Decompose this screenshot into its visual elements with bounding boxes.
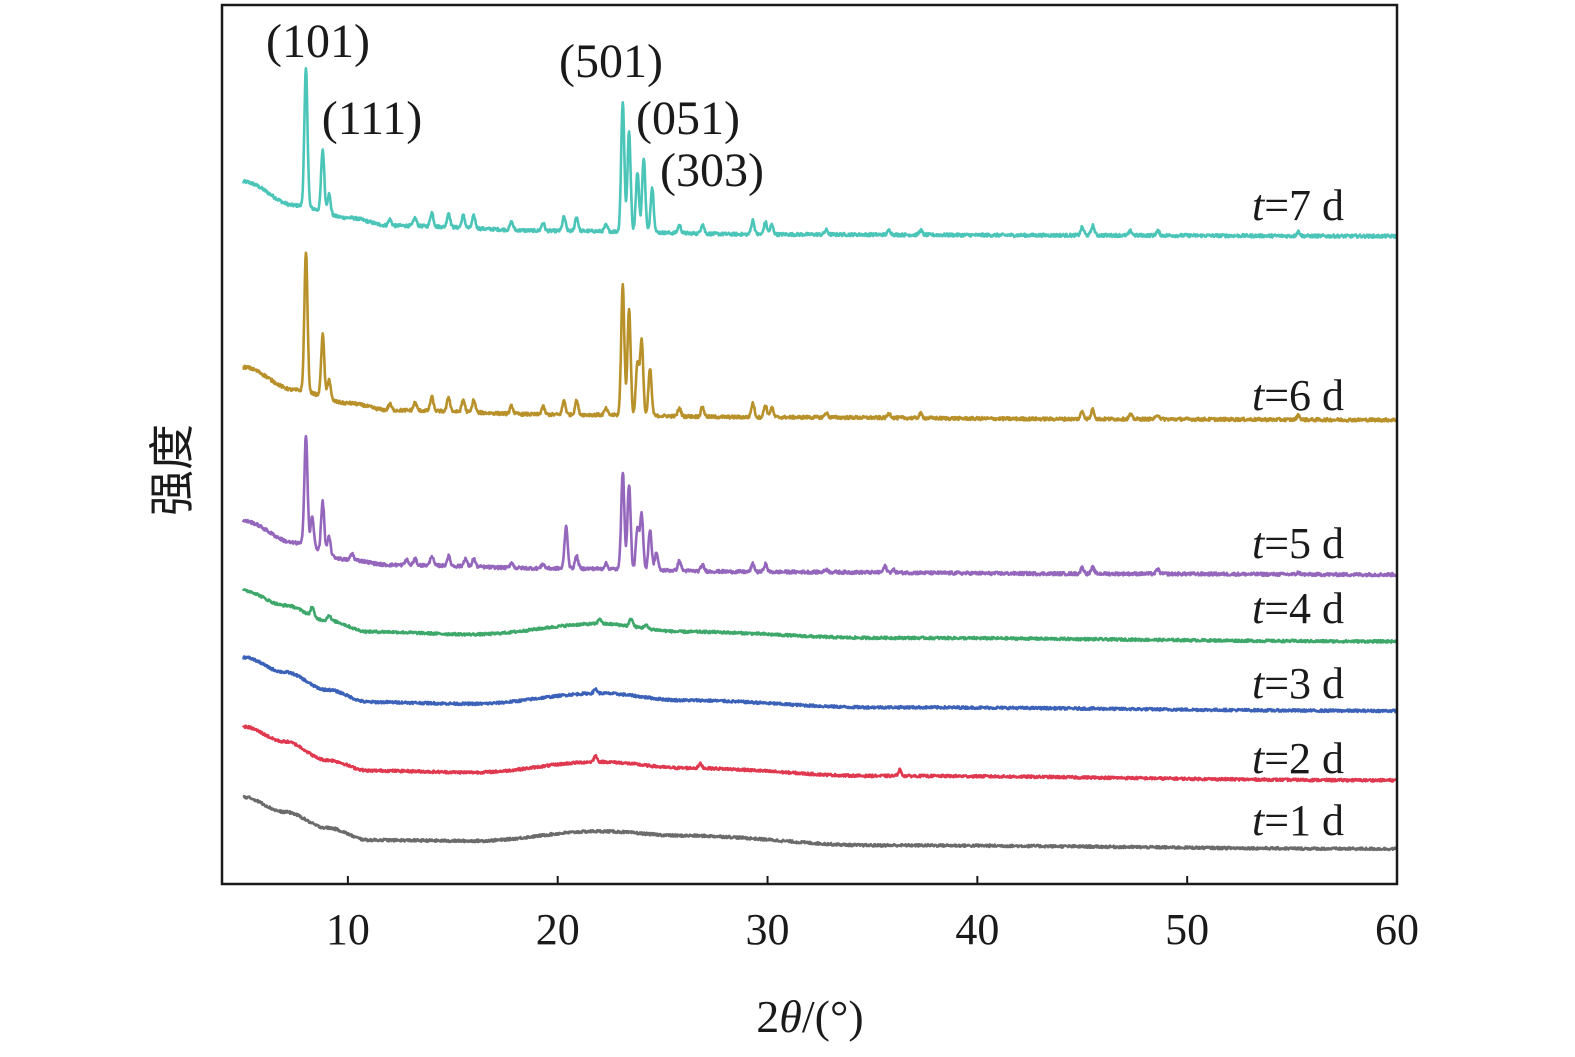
- y-axis-label: 强度: [147, 424, 198, 516]
- series-label: t=1 d: [1252, 796, 1344, 845]
- series-line-t2d: [241, 724, 1398, 783]
- x-tick-label: 10: [326, 905, 370, 954]
- x-tick-label: 60: [1375, 905, 1419, 954]
- x-tick-label: 30: [746, 905, 790, 954]
- x-axis: 10 20 30 40 50 60: [326, 876, 1419, 954]
- peak-annotation: (501): [559, 35, 663, 88]
- series-curves: [241, 67, 1399, 852]
- series-line-t5d: [241, 434, 1399, 578]
- peak-annotation: (051): [636, 92, 740, 145]
- series-label: t=3 d: [1252, 659, 1344, 708]
- series-label: t=5 d: [1252, 519, 1344, 568]
- peak-annotations: (101) (111) (501)(051)(303): [266, 15, 764, 197]
- x-tick-label: 40: [955, 905, 999, 954]
- series-line-t6d: [242, 251, 1398, 423]
- peak-annotation: (101): [266, 15, 370, 68]
- x-tick-label: 20: [536, 905, 580, 954]
- series-label: t=6 d: [1252, 371, 1344, 420]
- series-line-t4d: [241, 588, 1399, 644]
- series-label: t=2 d: [1252, 734, 1344, 783]
- x-axis-label: 2θ/(°): [756, 991, 863, 1042]
- peak-annotation: (303): [660, 144, 764, 197]
- series-line-t3d: [242, 655, 1398, 714]
- series-label: t=7 d: [1252, 181, 1344, 230]
- series-line-t1d: [242, 794, 1399, 852]
- x-tick-label: 50: [1165, 905, 1209, 954]
- series-label: t=4 d: [1252, 584, 1344, 633]
- plot-frame: [220, 3, 1399, 886]
- series-line-t7d: [241, 67, 1399, 239]
- series-labels: t=7 d t=6 d t=5 d t=4 d t=3 d t=2 d t=1 d: [1252, 181, 1344, 845]
- peak-annotation: (111): [322, 92, 422, 145]
